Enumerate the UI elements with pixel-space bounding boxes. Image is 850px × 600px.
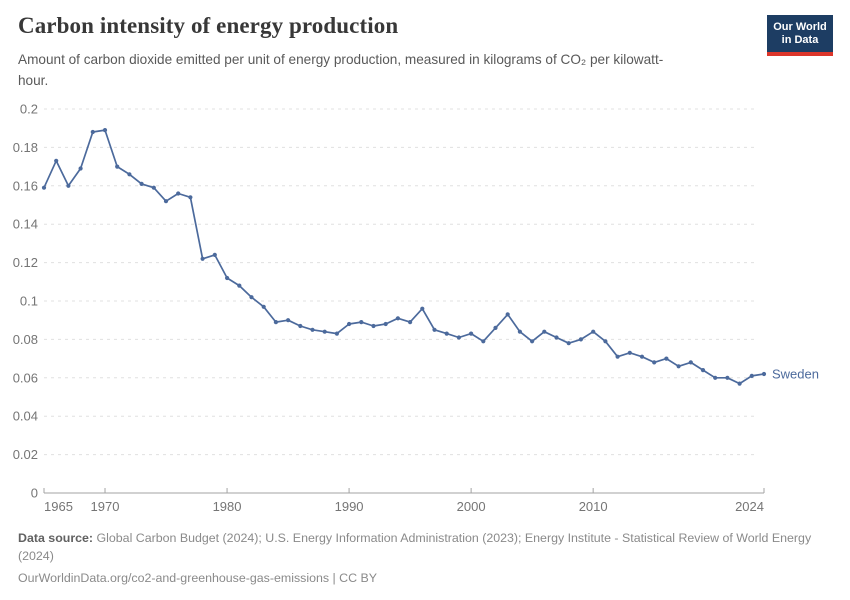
owid-logo: Our World in Data <box>767 15 833 56</box>
data-point[interactable] <box>249 295 254 300</box>
data-source-line: Data source: Global Carbon Budget (2024)… <box>18 530 834 565</box>
data-point[interactable] <box>481 339 486 344</box>
y-axis-tick-label: 0.12 <box>13 255 38 270</box>
chart-header: Carbon intensity of energy production Am… <box>18 10 748 91</box>
data-point[interactable] <box>286 318 291 323</box>
y-axis-tick-label: 0.2 <box>20 102 38 117</box>
data-point[interactable] <box>310 327 315 332</box>
x-axis-tick-label: 1970 <box>91 499 120 514</box>
data-point[interactable] <box>225 275 230 281</box>
data-point[interactable] <box>261 304 266 309</box>
y-axis-tick-label: 0.1 <box>20 294 38 309</box>
data-point[interactable] <box>90 129 95 135</box>
data-point[interactable] <box>749 373 754 378</box>
y-axis-tick-label: 0.16 <box>13 178 38 193</box>
data-point[interactable] <box>371 323 376 329</box>
data-point[interactable] <box>163 199 169 204</box>
data-point[interactable] <box>615 354 620 359</box>
chart-footer: Data source: Global Carbon Budget (2024)… <box>18 530 834 588</box>
data-point[interactable] <box>347 321 352 327</box>
data-point[interactable] <box>713 375 718 380</box>
data-point[interactable] <box>408 320 413 325</box>
data-point[interactable] <box>212 252 217 257</box>
data-point[interactable] <box>237 283 242 288</box>
data-point[interactable] <box>761 371 767 377</box>
x-axis-tick-label: 2024 <box>735 499 764 514</box>
series-sweden[interactable]: Sweden <box>41 128 819 386</box>
data-point[interactable] <box>737 381 742 386</box>
license-line: OurWorldinData.org/co2-and-greenhouse-ga… <box>18 571 378 586</box>
y-axis-tick-label: 0.02 <box>13 447 38 462</box>
data-point[interactable] <box>139 181 144 186</box>
y-axis-tick-label: 0.06 <box>13 370 38 385</box>
data-point[interactable] <box>273 320 278 325</box>
y-axis-tick-label: 0.04 <box>13 409 38 424</box>
data-point[interactable] <box>41 185 47 190</box>
data-point[interactable] <box>676 364 681 369</box>
data-source-text: Global Carbon Budget (2024); U.S. Energy… <box>18 531 812 563</box>
y-axis-tick-label: 0 <box>31 486 38 501</box>
data-point[interactable] <box>322 329 327 334</box>
data-point[interactable] <box>542 329 547 334</box>
data-point[interactable] <box>151 185 156 190</box>
data-point[interactable] <box>395 316 400 321</box>
data-point[interactable] <box>200 256 205 261</box>
x-axis-tick-label: 2010 <box>579 499 608 514</box>
line-chart[interactable]: 0 0.02 0.04 0.06 0.08 0.1 0.12 0.14 0.16 0.18 0.2 1… <box>0 96 850 526</box>
data-point[interactable] <box>725 375 730 380</box>
y-axis-tick-label: 0.14 <box>13 217 38 232</box>
y-axis-tick-label: 0.08 <box>13 332 38 347</box>
data-point[interactable] <box>627 350 632 355</box>
data-point[interactable] <box>505 312 510 317</box>
owid-logo-text: Our World in Data <box>767 15 833 52</box>
data-point[interactable] <box>102 128 108 133</box>
data-point[interactable] <box>432 327 437 332</box>
y-axis-tick-label: 0.18 <box>13 140 38 155</box>
data-point[interactable] <box>578 337 584 342</box>
data-point[interactable] <box>639 354 645 359</box>
data-point[interactable] <box>493 325 498 330</box>
data-point[interactable] <box>688 360 693 365</box>
series-line[interactable] <box>43 129 765 385</box>
x-axis-tick-label: 1965 <box>44 499 73 514</box>
data-point[interactable] <box>359 320 364 325</box>
data-point[interactable] <box>456 335 461 340</box>
data-point[interactable] <box>176 191 181 196</box>
data-point[interactable] <box>444 331 449 336</box>
data-point[interactable] <box>127 172 132 177</box>
data-point[interactable] <box>66 183 71 188</box>
data-point[interactable] <box>530 339 535 344</box>
x-axis-tick-label: 1990 <box>335 499 364 514</box>
chart-subtitle: Amount of carbon dioxide emitted per uni… <box>18 52 664 89</box>
data-point[interactable] <box>469 331 474 336</box>
data-point[interactable] <box>298 323 303 329</box>
data-point[interactable] <box>664 356 669 361</box>
data-point[interactable] <box>383 321 388 327</box>
data-source-label: Data source: <box>18 531 94 545</box>
data-point[interactable] <box>78 166 83 171</box>
data-point[interactable] <box>420 306 425 311</box>
x-axis-tick-label: 2000 <box>457 499 486 514</box>
data-point[interactable] <box>334 331 339 336</box>
x-axis-tick-label: 1980 <box>213 499 242 514</box>
series-end-label: Sweden <box>772 367 819 382</box>
data-point[interactable] <box>591 329 596 334</box>
data-point[interactable] <box>603 339 608 344</box>
data-point[interactable] <box>115 164 120 169</box>
data-point[interactable] <box>517 329 523 334</box>
data-point[interactable] <box>554 335 559 340</box>
data-point[interactable] <box>700 368 706 373</box>
data-point[interactable] <box>566 341 571 346</box>
data-point[interactable] <box>652 360 657 365</box>
owid-logo-red-bar <box>767 52 833 56</box>
data-point[interactable] <box>188 195 193 200</box>
page-title: Carbon intensity of energy production <box>18 13 399 38</box>
data-point[interactable] <box>54 158 59 163</box>
